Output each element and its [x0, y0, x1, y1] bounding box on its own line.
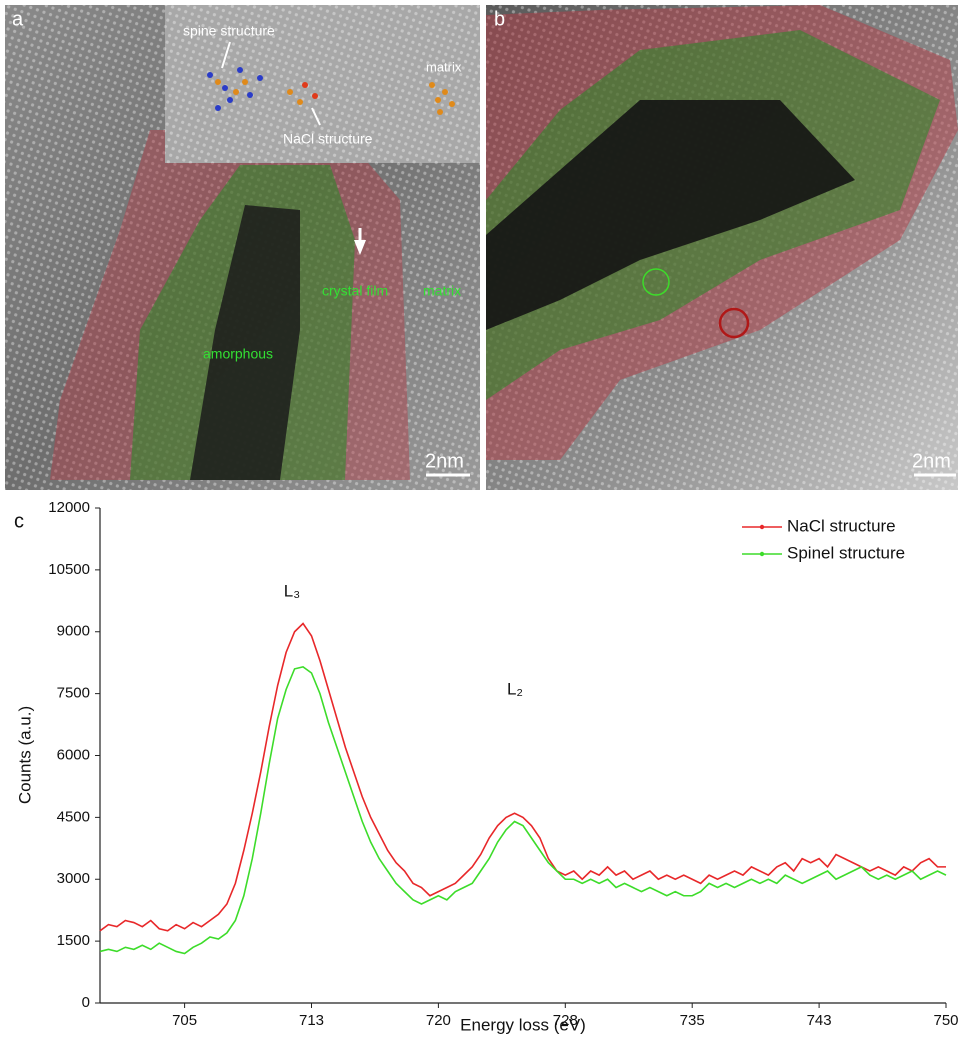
y-tick-label: 4500: [57, 808, 90, 825]
y-axis-label: Counts (a.u.): [15, 706, 34, 804]
y-tick-label: 7500: [57, 685, 90, 702]
scale-bar-label: 2nm: [912, 450, 951, 472]
panel-label: a: [12, 8, 24, 30]
atom-markers: [207, 67, 455, 115]
y-tick-label: 9000: [57, 623, 90, 640]
x-tick-label: 735: [680, 1012, 705, 1029]
series-line: [99, 622, 946, 932]
legend-marker: [759, 551, 765, 557]
x-tick-label: 743: [807, 1012, 832, 1029]
amorphous-region: [190, 205, 300, 480]
marker-circle: [642, 268, 670, 296]
x-tick-label: 713: [299, 1012, 324, 1029]
panel-label: c: [14, 510, 24, 532]
x-axis-label: Energy loss (eV): [460, 1015, 586, 1034]
y-tick-label: 3000: [57, 870, 90, 887]
legend-label: Spinel structure: [787, 543, 905, 562]
panel-b: b 2nm: [486, 5, 958, 490]
arrow: [311, 107, 321, 126]
annotation: amorphous: [203, 346, 273, 362]
y-tick-label: 12000: [48, 499, 90, 516]
legend-marker: [759, 524, 765, 530]
y-tick-label: 10500: [48, 561, 90, 578]
x-tick-label: 750: [933, 1012, 958, 1029]
peak-label: L₂: [507, 679, 523, 698]
x-tick-label: 705: [172, 1012, 197, 1029]
y-tick-label: 6000: [57, 746, 90, 763]
annotation: matrix: [423, 283, 461, 299]
marker-circle: [718, 307, 750, 339]
y-tick-label: 1500: [57, 932, 90, 949]
panel-label: b: [494, 8, 505, 30]
peak-label: L₃: [284, 581, 300, 600]
series-line: [99, 665, 947, 955]
panel-a: a spine structure NaCl structure matrix …: [5, 5, 480, 490]
annotation: matrix: [426, 59, 462, 74]
scale-bar-label: 2nm: [425, 450, 464, 472]
plot-area: 0 1500 3000 4500 6000 7500 9000 10500 12000 705 71…: [48, 499, 958, 1029]
annotation: spine structure: [183, 23, 275, 39]
legend-label: NaCl structure: [787, 516, 896, 535]
annotation: crystal film: [322, 283, 388, 299]
y-tick-label: 0: [82, 994, 90, 1011]
annotation: NaCl structure: [283, 131, 373, 147]
dark-region: [486, 100, 855, 330]
arrow: [354, 240, 366, 255]
arrow: [221, 41, 231, 69]
x-tick-label: 720: [426, 1012, 451, 1029]
x-tick-label: 728: [553, 1012, 578, 1029]
